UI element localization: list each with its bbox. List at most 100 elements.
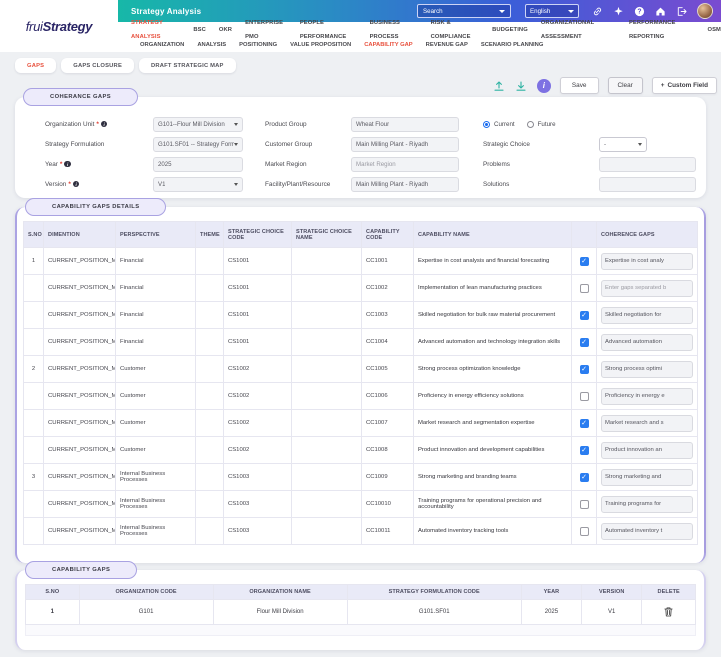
year-field[interactable]: 2025	[153, 156, 243, 172]
coherence-gap-input[interactable]: Market research and s	[601, 414, 693, 432]
strategic-choice-select[interactable]: -	[599, 136, 647, 152]
coherence-gap-input[interactable]: Strong marketing and	[601, 468, 693, 486]
nav-item[interactable]: BSC	[193, 27, 206, 33]
table-row: 3 CURRENT_POSITION_MIX Internal Business…	[23, 463, 698, 491]
column-header: YEAR	[520, 584, 583, 600]
gap-checkbox[interactable]	[579, 337, 589, 347]
nav-item[interactable]: BUDGETING	[492, 27, 528, 33]
nav-item[interactable]: ORGANIZATIONAL ASSESSMENT	[540, 20, 595, 40]
tab[interactable]: GAPS CLOSURE	[61, 58, 135, 73]
gap-checkbox[interactable]	[579, 499, 589, 509]
sparkle-icon[interactable]	[613, 6, 624, 17]
facility-label: Facility/Plant/Resource	[265, 180, 331, 188]
facility-field[interactable]: Main Milling Plant - Riyadh	[351, 176, 459, 192]
column-header: STRATEGIC CHOICE CODE	[223, 221, 292, 248]
coherence-gap-input[interactable]: Enter gaps separated b	[601, 279, 693, 297]
help-icon[interactable]: ?	[634, 6, 645, 17]
customer-group-field[interactable]: Main Milling Plant - Riyadh	[351, 136, 459, 152]
coherence-gap-input[interactable]: Advanced automation	[601, 333, 693, 351]
chevron-down-icon	[234, 142, 238, 146]
subnav-item[interactable]: POSITIONING	[239, 42, 278, 48]
gap-checkbox[interactable]	[579, 391, 589, 401]
toolbar: Save Clear Custom Field	[493, 77, 717, 94]
gap-checkbox[interactable]	[579, 472, 589, 482]
subnav-item[interactable]: ANALYSIS	[197, 42, 227, 48]
chevron-down-icon	[234, 122, 238, 126]
coherence-gap-input[interactable]: Training programs for	[601, 495, 693, 513]
nav-item[interactable]: RISK & COMPLIANCE	[430, 20, 471, 40]
strategic-choice-label: Strategic Choice	[483, 140, 530, 148]
logout-icon[interactable]	[676, 6, 687, 17]
table-row: 1 CURRENT_POSITION_MIX Financial CS1001 …	[23, 247, 698, 275]
delete-button[interactable]	[663, 606, 675, 618]
problems-label: Problems	[483, 160, 510, 168]
gap-checkbox[interactable]	[579, 283, 589, 293]
gap-checkbox[interactable]	[579, 364, 589, 374]
organization-unit-select[interactable]: G101--Flour Mill Division	[153, 116, 243, 132]
download-icon[interactable]	[515, 79, 528, 92]
language-select[interactable]: English	[525, 4, 579, 18]
gap-checkbox[interactable]	[579, 418, 589, 428]
coherence-gap-input[interactable]: Product innovation an	[601, 441, 693, 459]
gaps-header-row: S.NO ORGANIZATION CODE ORGANIZATION NAME…	[25, 584, 696, 600]
current-radio[interactable]	[483, 120, 490, 128]
year-label: Year *	[45, 161, 153, 168]
coherence-gap-input[interactable]: Skilled negotiation for	[601, 306, 693, 324]
column-header: PERSPECTIVE	[115, 221, 196, 248]
user-avatar[interactable]	[697, 3, 713, 19]
capability-gaps-details-card: CAPABILITY GAPS DETAILS S.NO DIMENTION P…	[15, 198, 706, 563]
organization-unit-label: Organization Unit *	[45, 121, 153, 128]
vertical-scrollbar[interactable]	[703, 217, 706, 553]
version-select[interactable]: V1	[153, 176, 243, 192]
svg-text:?: ?	[637, 8, 641, 15]
market-region-field[interactable]: Market Region	[351, 156, 459, 172]
home-icon[interactable]	[655, 6, 666, 17]
future-radio[interactable]	[526, 120, 534, 128]
link-icon[interactable]	[592, 6, 603, 17]
column-header-checkbox	[571, 221, 597, 248]
search-input[interactable]: Search	[417, 4, 511, 18]
clear-button[interactable]: Clear	[607, 77, 643, 94]
subnav-item[interactable]: ORGANIZATION	[140, 42, 185, 48]
gaps-tab-bar: GAPS GAPS CLOSURE DRAFT STRATEGIC MAP	[15, 58, 236, 73]
table-row: 1 G101 Flour Mill Division G101.SF01 202…	[25, 599, 696, 625]
add-custom-field-button[interactable]: Custom Field	[651, 77, 717, 94]
coherence-gap-input[interactable]: Strong process optimi	[601, 360, 693, 378]
info-icon[interactable]	[536, 78, 551, 93]
gap-checkbox[interactable]	[579, 256, 589, 266]
nav-item[interactable]: OSM	[707, 27, 721, 33]
subnav-item[interactable]: REVENUE GAP	[425, 42, 468, 48]
problems-field[interactable]	[599, 156, 696, 172]
strategy-formulation-label: Strategy Formulation	[45, 140, 105, 148]
gap-checkbox[interactable]	[579, 526, 589, 536]
nav-item[interactable]: ENTERPRISE PMO	[245, 20, 284, 40]
tab[interactable]: DRAFT STRATEGIC MAP	[139, 58, 236, 73]
chevron-down-icon	[499, 9, 505, 13]
nav-item[interactable]: OKR	[218, 27, 233, 33]
subnav-item[interactable]: CAPABILITY GAP	[364, 42, 413, 48]
upload-icon[interactable]	[493, 79, 506, 92]
gap-checkbox[interactable]	[579, 310, 589, 320]
table-row: 2 CURRENT_POSITION_MIX Customer CS1002 C…	[23, 355, 698, 383]
solutions-field[interactable]	[599, 176, 696, 192]
capability-gaps-details-section-title: CAPABILITY GAPS DETAILS	[25, 198, 167, 216]
title-band: Strategy Analysis Search English ?	[118, 0, 721, 22]
brand-logo[interactable]: fruiStrategy	[25, 18, 93, 34]
nav-item[interactable]: PEOPLE PERFORMANCE	[299, 20, 347, 40]
nav-item[interactable]: PERFORMANCE REPORTING	[628, 20, 676, 40]
column-header: ORGANIZATION NAME	[212, 584, 348, 600]
subnav-item[interactable]: SCENARIO PLANNING	[480, 42, 544, 48]
strategy-formulation-select[interactable]: G101.SF01 -- Strategy Formu	[153, 136, 243, 152]
coherence-gap-input[interactable]: Expertise in cost analy	[601, 252, 693, 270]
coherence-gap-input[interactable]: Automated inventory t	[601, 522, 693, 540]
tab[interactable]: GAPS	[15, 58, 57, 73]
gap-checkbox[interactable]	[579, 445, 589, 455]
nav-item[interactable]: BUSINESS PROCESS	[369, 20, 400, 40]
save-button[interactable]: Save	[559, 77, 599, 94]
product-group-field[interactable]: Wheat Flour	[351, 116, 459, 132]
customer-group-label: Customer Group	[265, 140, 313, 148]
header-icons: ?	[592, 3, 713, 19]
coherence-gap-input[interactable]: Proficiency in energy e	[601, 387, 693, 405]
table-row: CURRENT_POSITION_MIX Internal Business P…	[23, 490, 698, 518]
subnav-item[interactable]: VALUE PROPOSITION	[290, 42, 352, 48]
